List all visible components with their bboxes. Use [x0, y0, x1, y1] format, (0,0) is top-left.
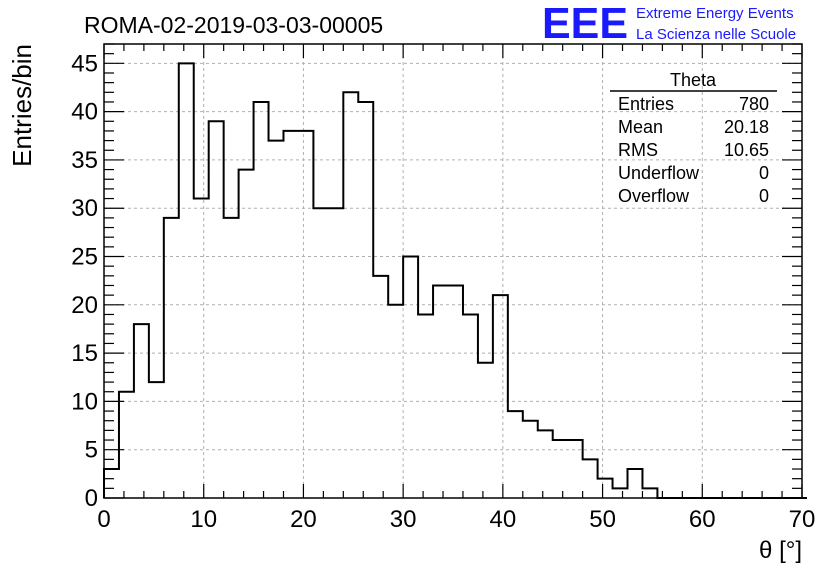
run-title: ROMA-02-2019-03-03-00005 [84, 12, 383, 38]
histogram-bar [254, 102, 269, 498]
stats-rows: Entries 780 Mean 20.18 RMS 10.65 Underflow 0 Ove… [618, 94, 769, 206]
x-tick-label: 10 [190, 506, 217, 533]
histogram-bar [104, 469, 119, 498]
histogram-bar [463, 314, 478, 498]
histogram-bar [642, 488, 657, 498]
y-tick-label: 35 [71, 147, 98, 174]
stats-label: Mean [618, 117, 663, 137]
y-tick-label: 10 [71, 388, 98, 415]
histogram-bar [239, 170, 254, 498]
y-axis-label: Entries/bin [7, 44, 37, 167]
x-tick-label: 70 [789, 506, 816, 533]
histogram-bar [568, 440, 583, 498]
histogram-bar [149, 382, 164, 498]
axis-ticks [103, 43, 803, 499]
y-tick-label: 40 [71, 99, 98, 126]
histogram-bar [224, 218, 239, 498]
stats-label: RMS [618, 140, 658, 160]
x-tick-label: 20 [290, 506, 317, 533]
histogram-bar [343, 92, 358, 498]
histogram-bar [209, 121, 224, 498]
histogram-bar [328, 208, 343, 498]
stats-value: 780 [739, 94, 769, 114]
y-tick-labels: 0 5 10 15 20 25 30 35 40 45 [71, 50, 98, 512]
stats-label: Overflow [618, 186, 690, 206]
histogram-bar [583, 459, 598, 498]
histogram-bar [373, 276, 388, 498]
logo-line-1: Extreme Energy Events [636, 5, 794, 22]
histogram-bar [598, 479, 613, 498]
plot-frame [103, 43, 803, 499]
y-tick-label: 0 [85, 485, 98, 512]
histogram-bar [358, 102, 373, 498]
x-tick-label: 50 [589, 506, 616, 533]
logo-line-2: La Scienza nelle Scuole [636, 26, 796, 43]
eee-logo: EEE [542, 0, 628, 48]
histogram-bar [433, 285, 448, 498]
y-tick-label: 15 [71, 340, 98, 367]
histogram-bar [194, 199, 209, 498]
x-tick-label: 40 [490, 506, 517, 533]
histogram-bar [134, 324, 149, 498]
histogram-bar [298, 131, 313, 498]
histogram-bar [119, 392, 134, 498]
histogram-bar [553, 440, 568, 498]
stats-label: Entries [618, 94, 674, 114]
x-tick-label: 60 [689, 506, 716, 533]
stats-title: Theta [670, 70, 717, 90]
histogram-bar [628, 469, 643, 498]
histogram-bar [508, 411, 523, 498]
histogram-bar [478, 363, 493, 498]
stats-value: 0 [759, 163, 769, 183]
histogram-bar [403, 257, 418, 498]
histogram-bar [613, 488, 628, 498]
histogram-bar [538, 430, 553, 498]
y-tick-label: 5 [85, 437, 98, 464]
histogram-outline [103, 62, 807, 499]
histogram-bar [448, 285, 463, 498]
histogram-bar [523, 421, 538, 498]
histogram-bar [269, 141, 284, 498]
histogram-bar [418, 314, 433, 498]
x-tick-label: 30 [390, 506, 417, 533]
x-axis-label: θ [°] [759, 537, 802, 564]
histogram-bar [493, 295, 508, 498]
stats-box: Theta Entries 780 Mean 20.18 RMS 10.65 Underfl… [610, 70, 777, 206]
stats-label: Underflow [618, 163, 700, 183]
stats-value: 0 [759, 186, 769, 206]
y-tick-label: 25 [71, 244, 98, 271]
y-tick-label: 30 [71, 195, 98, 222]
stats-value: 10.65 [724, 140, 769, 160]
stats-value: 20.18 [724, 117, 769, 137]
grid-lines [104, 44, 802, 498]
y-tick-label: 20 [71, 292, 98, 319]
histogram-bars [103, 62, 807, 499]
x-tick-label: 0 [97, 506, 110, 533]
histogram-bar [179, 63, 194, 498]
y-tick-label: 45 [71, 50, 98, 77]
histogram-bar [164, 218, 179, 498]
x-tick-labels: 0 10 20 30 40 50 60 70 [97, 506, 815, 533]
histogram-bar [283, 131, 298, 498]
